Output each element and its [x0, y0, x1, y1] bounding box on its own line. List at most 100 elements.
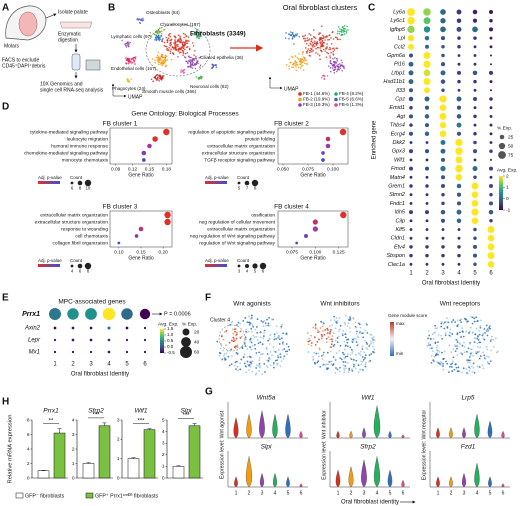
cell — [473, 341, 476, 344]
cell — [321, 39, 324, 42]
cluster-label: Smooth muscle cells (366) — [142, 89, 197, 94]
cell — [298, 35, 300, 38]
dot — [441, 201, 445, 206]
cell — [346, 341, 349, 344]
axis-label: Gene Ratio — [128, 172, 154, 178]
cell — [349, 357, 352, 359]
cell — [339, 366, 341, 369]
gene-label: Mx1 — [29, 350, 40, 356]
cell — [364, 365, 367, 368]
cell — [295, 62, 298, 64]
chip — [85, 59, 101, 71]
dot — [473, 175, 477, 180]
cell — [233, 364, 236, 367]
cell — [169, 35, 172, 38]
dot — [423, 52, 431, 59]
cell — [320, 354, 323, 357]
cell — [256, 326, 258, 328]
cell — [349, 316, 351, 318]
dot — [425, 158, 429, 162]
cell — [308, 339, 311, 342]
cell — [191, 67, 194, 69]
x-tick-label: 5 — [287, 490, 290, 496]
x-tick-label: 0.100 — [309, 249, 321, 255]
cell — [361, 356, 364, 358]
cell — [170, 58, 173, 61]
cell — [249, 365, 252, 368]
x-tick-label: 4 — [376, 490, 379, 496]
cell — [364, 329, 366, 332]
cell — [353, 363, 355, 366]
dot — [321, 158, 325, 162]
cell — [477, 338, 480, 341]
term-label: monocyte chemotaxis — [62, 157, 109, 163]
cell — [271, 354, 273, 357]
cell — [327, 65, 330, 67]
cell — [329, 46, 331, 49]
gene-label: Emid1 — [389, 105, 405, 111]
cell — [258, 370, 261, 372]
dot — [441, 53, 445, 58]
cell — [338, 370, 341, 373]
gene-label: Ecrg4 — [391, 131, 405, 137]
cell — [319, 47, 321, 49]
legend-dot — [244, 180, 250, 186]
dot — [407, 16, 415, 25]
cell — [127, 79, 130, 82]
cell — [281, 349, 284, 351]
cell — [314, 37, 317, 39]
cell — [494, 337, 497, 340]
cell — [446, 325, 449, 328]
cell — [158, 80, 160, 82]
cell — [330, 329, 332, 331]
cell — [327, 52, 330, 55]
cell — [346, 345, 349, 348]
cell — [344, 336, 347, 339]
cell — [212, 66, 214, 68]
cell — [318, 38, 321, 41]
cell — [198, 31, 201, 33]
cell — [244, 316, 247, 319]
legend-label: 1.0 — [167, 332, 174, 337]
cell — [160, 33, 163, 35]
cell — [153, 33, 156, 36]
legend-dot — [237, 264, 241, 268]
legend-dot — [181, 337, 191, 347]
cell — [354, 353, 357, 356]
cell — [187, 60, 190, 62]
cell — [448, 344, 451, 347]
annotation: FACS to exclude — [2, 57, 39, 63]
cell — [440, 360, 442, 363]
x-tick-label: 6 — [300, 490, 303, 496]
cell — [223, 352, 226, 355]
cell — [166, 39, 168, 42]
cell — [369, 343, 371, 346]
legend-label: 6 — [79, 269, 82, 274]
dot — [489, 114, 493, 118]
x-tick-label: 4 — [274, 490, 277, 496]
bar — [53, 432, 66, 479]
dot — [89, 350, 93, 354]
legend-label: 9 — [254, 186, 257, 191]
cell — [277, 336, 280, 339]
gene-label: Etv4 — [394, 244, 405, 250]
legend-label: FB-6 (1.3%) — [339, 102, 364, 107]
dot — [409, 262, 413, 266]
annotation: 10X Genomics and — [40, 81, 83, 87]
cell — [138, 18, 140, 21]
cell — [291, 33, 294, 35]
cell — [322, 41, 325, 44]
cell — [337, 30, 339, 32]
cell — [326, 46, 328, 48]
cell — [430, 355, 433, 357]
cell — [340, 358, 343, 361]
term-label: neg regulation of Wnt signaling pathway — [190, 233, 276, 239]
x-tick-label: 0.15 — [145, 166, 155, 172]
cell — [264, 322, 267, 325]
cell — [272, 366, 275, 369]
dot — [425, 201, 429, 205]
gene-label: Gpx3 — [392, 149, 406, 155]
cell — [451, 333, 454, 335]
cell — [309, 55, 312, 57]
cell — [284, 350, 287, 353]
